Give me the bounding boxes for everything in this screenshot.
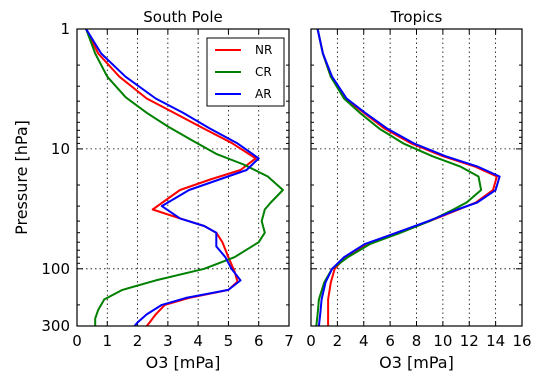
axes-frame bbox=[310, 28, 523, 327]
x-tick-label: 0 bbox=[72, 332, 82, 350]
x-tick-label: 1 bbox=[103, 332, 113, 350]
y-tick-label: 100 bbox=[41, 260, 70, 278]
y-tick-label: 300 bbox=[41, 317, 70, 335]
x-tick-label: 6 bbox=[254, 332, 264, 350]
legend-label-nr: NR bbox=[255, 43, 272, 57]
legend-label-ar: AR bbox=[255, 87, 272, 101]
y-tick-label: 1 bbox=[60, 20, 70, 38]
series-line-cr bbox=[315, 29, 483, 326]
x-tick-label: 3 bbox=[163, 332, 173, 350]
series-line-ar bbox=[316, 29, 501, 326]
legend-label-cr: CR bbox=[255, 65, 272, 79]
x-tick-label: 6 bbox=[385, 332, 395, 350]
y-axis-label: Pressure [hPa] bbox=[12, 120, 31, 235]
x-tick-label: 2 bbox=[333, 332, 343, 350]
x-axis-label: O3 [mPa] bbox=[379, 353, 454, 372]
legend: NR CR AR bbox=[206, 37, 285, 107]
panel-1: 0 2 4 6 8 10 12 14 16 Tropics O3 [mPa] bbox=[306, 8, 531, 372]
series-line-ar bbox=[85, 29, 260, 326]
x-tick-label: 8 bbox=[412, 332, 422, 350]
x-axis-label: O3 [mPa] bbox=[146, 353, 221, 372]
x-tick-label: 5 bbox=[224, 332, 234, 350]
x-tick-label: 4 bbox=[359, 332, 369, 350]
x-tick-label: 14 bbox=[486, 332, 505, 350]
axes-frame bbox=[76, 28, 290, 327]
x-tick-label: 16 bbox=[512, 332, 531, 350]
x-tick-label: 2 bbox=[133, 332, 143, 350]
panel-title: South Pole bbox=[143, 8, 222, 26]
x-tick-label: 4 bbox=[193, 332, 203, 350]
panel-0: 0 1 2 3 4 5 6 7 1 10 100 300 South Pole O3 [mPa] Press… bbox=[12, 8, 294, 372]
series-line-nr bbox=[316, 29, 498, 326]
x-tick-label: 7 bbox=[284, 332, 294, 350]
x-tick-label: 0 bbox=[306, 332, 316, 350]
x-tick-label: 12 bbox=[460, 332, 479, 350]
x-tick-label: 10 bbox=[433, 332, 452, 350]
panel-title: Tropics bbox=[390, 8, 443, 26]
y-tick-label: 10 bbox=[51, 140, 70, 158]
series-line-cr bbox=[85, 29, 284, 326]
